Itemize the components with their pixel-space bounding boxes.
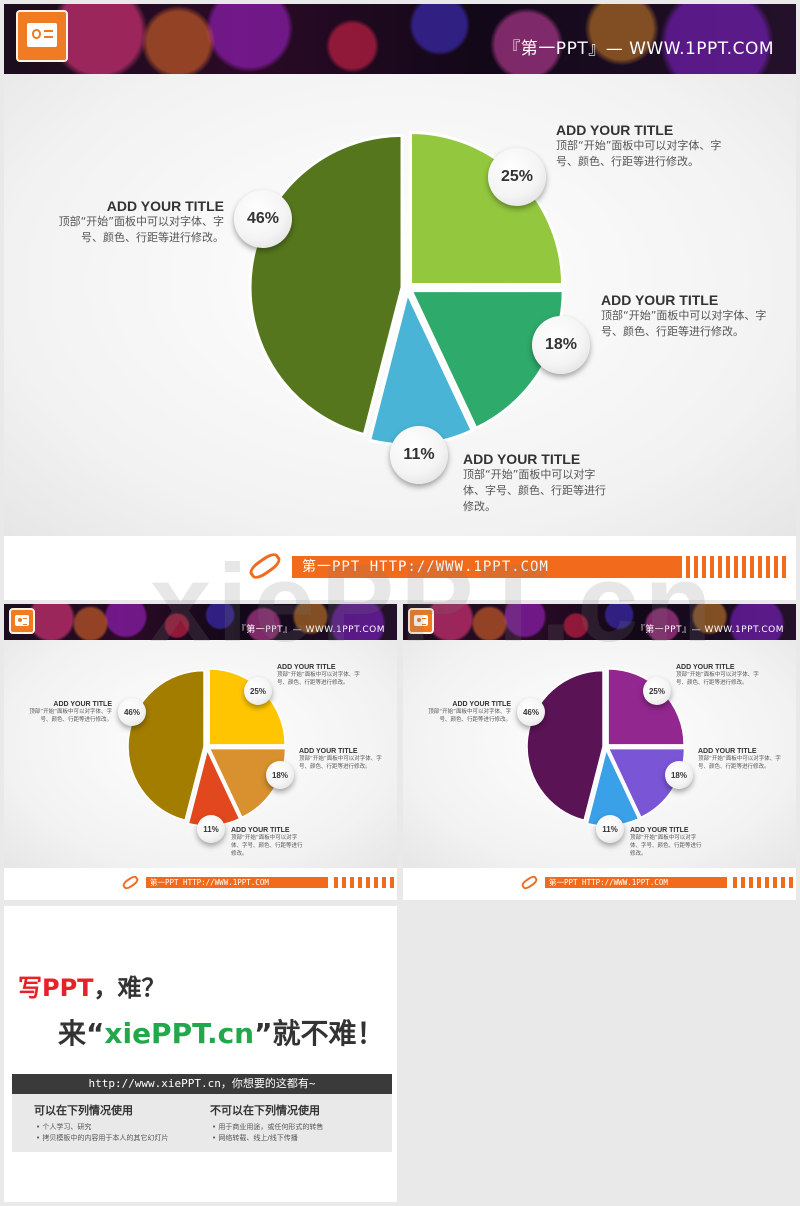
ad-headline2-site[interactable]: xiePPT.cn xyxy=(104,1017,255,1050)
pie-slice-46 xyxy=(127,669,205,822)
header-site-text: 『第一PPT』— WWW.1PPT.COM xyxy=(503,39,774,59)
paperclip-icon xyxy=(246,549,284,583)
callout-title: ADD YOUR TITLE xyxy=(630,827,689,834)
header-site-text: 『第一PPT』— WWW.1PPT.COM xyxy=(635,625,784,635)
pie-label-25: 25% xyxy=(244,677,272,705)
callout-desc: 顶部“开始”面板中可以对字体、字号、颜色、行距等进行修改。 xyxy=(277,672,360,686)
callout-46: ADD YOUR TITLE 顶部“开始”面板中可以对字体、字号、颜色、行距等进… xyxy=(54,198,224,246)
footer-url: 第一PPT HTTP://WWW.1PPT.COM xyxy=(146,877,328,888)
pie-slice-18 xyxy=(607,747,686,819)
callout-11: ADD YOUR TITLE 顶部“开始”面板中可以对字体、字号、颜色、行距等进… xyxy=(630,827,710,858)
ad-cannot-title: 不可以在下列情况使用 xyxy=(210,1104,320,1117)
callout-title: ADD YOUR TITLE xyxy=(452,701,511,708)
pie-label-11: 11% xyxy=(596,815,624,843)
callout-desc: 顶部“开始”面板中可以对字体、字号、颜色、行距等进行修改。 xyxy=(630,835,702,857)
callout-title: ADD YOUR TITLE xyxy=(556,122,674,138)
ppt-logo-icon xyxy=(16,10,68,62)
pie-slice-18 xyxy=(208,747,287,819)
footer-stripes xyxy=(733,877,793,888)
pie-label-18: 18% xyxy=(266,761,294,789)
callout-title: ADD YOUR TITLE xyxy=(463,451,581,467)
pie-label-46: 46% xyxy=(517,698,545,726)
callout-desc: 顶部“开始”面板中可以对字体、字号、颜色、行距等进行修改。 xyxy=(676,672,759,686)
callout-25: ADD YOUR TITLE 顶部“开始”面板中可以对字体、字号、颜色、行距等进… xyxy=(556,122,756,170)
pie-label-18: 18% xyxy=(665,761,693,789)
callout-title: ADD YOUR TITLE xyxy=(299,748,358,755)
pie-label-25: 25% xyxy=(488,148,546,206)
callout-18: ADD YOUR TITLE 顶部“开始”面板中可以对字体、字号、颜色、行距等进… xyxy=(698,748,793,771)
callout-11: ADD YOUR TITLE 顶部“开始”面板中可以对字体、字号、颜色、行距等进… xyxy=(231,827,311,858)
callout-title: ADD YOUR TITLE xyxy=(106,198,224,214)
callout-desc: 顶部“开始”面板中可以对字体、字号、颜色、行距等进行修改。 xyxy=(58,215,224,244)
pie-label-11: 11% xyxy=(197,815,225,843)
footer-url: 第一PPT HTTP://WWW.1PPT.COM xyxy=(545,877,727,888)
callout-title: ADD YOUR TITLE xyxy=(698,748,757,755)
pie-slice-46 xyxy=(248,133,404,437)
slide-header: 『第一PPT』— WWW.1PPT.COM xyxy=(4,4,796,74)
slide-header: 『第一PPT』— WWW.1PPT.COM xyxy=(4,604,397,640)
callout-18: ADD YOUR TITLE 顶部“开始”面板中可以对字体、字号、颜色、行距等进… xyxy=(299,748,394,771)
slide-small-purple: 『第一PPT』— WWW.1PPT.COM 25% 18% 11% 46% AD… xyxy=(403,604,796,900)
ppt-logo-icon xyxy=(408,608,434,634)
pie-label-46: 46% xyxy=(118,698,146,726)
ad-cannot-item: • 网络转载、线上/线下传播 xyxy=(212,1134,298,1142)
ad-headline2-pre: 来“ xyxy=(58,1017,105,1050)
ad-can-item: • 个人学习、研究 xyxy=(36,1123,92,1131)
callout-desc: 顶部“开始”面板中可以对字体、字号、颜色、行距等进行修改。 xyxy=(463,468,606,513)
callout-title: ADD YOUR TITLE xyxy=(601,292,719,308)
footer-stripes xyxy=(678,556,790,578)
ad-headline-2: 来“xiePPT.cn”就不难！ xyxy=(58,1012,385,1052)
paperclip-icon xyxy=(519,873,540,892)
ad-headline-rest: ，难？ xyxy=(93,974,166,1002)
pie-chart-3 xyxy=(526,668,686,827)
slide-footer: 第一PPT HTTP://WWW.1PPT.COM xyxy=(403,868,796,900)
callout-desc: 顶部“开始”面板中可以对字体、字号、颜色、行距等进行修改。 xyxy=(428,709,511,723)
slide-header: 『第一PPT』— WWW.1PPT.COM xyxy=(403,604,796,640)
callout-desc: 顶部“开始”面板中可以对字体、字号、颜色、行距等进行修改。 xyxy=(299,756,382,770)
pie-label-46: 46% xyxy=(234,190,292,248)
footer-stripes xyxy=(334,877,394,888)
pie-label-25: 25% xyxy=(643,677,671,705)
ad-headline-red: 写PPT xyxy=(18,974,94,1002)
callout-25: ADD YOUR TITLE 顶部“开始”面板中可以对字体、字号、颜色、行距等进… xyxy=(676,664,776,687)
ad-usage-box xyxy=(12,1094,392,1152)
callout-11: ADD YOUR TITLE 顶部“开始”面板中可以对字体、字号、颜色、行距等进… xyxy=(463,451,623,515)
ad-headline2-post: ”就不难！ xyxy=(254,1017,385,1050)
callout-title: ADD YOUR TITLE xyxy=(277,664,336,671)
callout-18: ADD YOUR TITLE 顶部“开始”面板中可以对字体、字号、颜色、行距等进… xyxy=(601,292,791,340)
pie-chart-2 xyxy=(127,668,287,827)
slide-footer: 第一PPT HTTP://WWW.1PPT.COM xyxy=(4,536,796,600)
callout-46: ADD YOUR TITLE 顶部“开始”面板中可以对字体、字号、颜色、行距等进… xyxy=(28,701,112,724)
ad-url-bar[interactable]: http://www.xiePPT.cn，你想要的这都有~ xyxy=(12,1074,392,1094)
pie-label-18: 18% xyxy=(532,316,590,374)
callout-desc: 顶部“开始”面板中可以对字体、字号、颜色、行距等进行修改。 xyxy=(29,709,112,723)
ad-panel xyxy=(4,906,397,1202)
slide-large: 『第一PPT』— WWW.1PPT.COM 25% 18% 11% 46% AD… xyxy=(4,4,796,600)
ppt-logo-icon xyxy=(9,608,35,634)
callout-desc: 顶部“开始”面板中可以对字体、字号、颜色、行距等进行修改。 xyxy=(698,756,781,770)
pie-slice-46 xyxy=(526,669,604,822)
callout-title: ADD YOUR TITLE xyxy=(676,664,735,671)
header-site-text: 『第一PPT』— WWW.1PPT.COM xyxy=(236,625,385,635)
ad-can-title: 可以在下列情况使用 xyxy=(34,1104,133,1117)
callout-title: ADD YOUR TITLE xyxy=(53,701,112,708)
callout-25: ADD YOUR TITLE 顶部“开始”面板中可以对字体、字号、颜色、行距等进… xyxy=(277,664,377,687)
ad-cannot-item: • 用于商业用途，或任何形式的转售 xyxy=(212,1123,324,1131)
callout-desc: 顶部“开始”面板中可以对字体、字号、颜色、行距等进行修改。 xyxy=(601,309,767,338)
slide-footer: 第一PPT HTTP://WWW.1PPT.COM xyxy=(4,868,397,900)
callout-desc: 顶部“开始”面板中可以对字体、字号、颜色、行距等进行修改。 xyxy=(231,835,303,857)
pie-slice-18 xyxy=(408,289,565,431)
ad-headline-1: 写PPT，难？ xyxy=(18,968,166,1003)
ad-can-item: • 拷贝模板中的内容用于本人的其它幻灯片 xyxy=(36,1134,169,1142)
pie-slice-25 xyxy=(409,130,565,286)
callout-desc: 顶部“开始”面板中可以对字体、字号、颜色、行距等进行修改。 xyxy=(556,139,722,168)
callout-46: ADD YOUR TITLE 顶部“开始”面板中可以对字体、字号、颜色、行距等进… xyxy=(427,701,511,724)
slide-small-gold: 『第一PPT』— WWW.1PPT.COM 25% 18% 11% 46% AD… xyxy=(4,604,397,900)
footer-url: 第一PPT HTTP://WWW.1PPT.COM xyxy=(292,556,678,578)
pie-label-11: 11% xyxy=(390,426,448,484)
callout-title: ADD YOUR TITLE xyxy=(231,827,290,834)
paperclip-icon xyxy=(120,873,141,892)
